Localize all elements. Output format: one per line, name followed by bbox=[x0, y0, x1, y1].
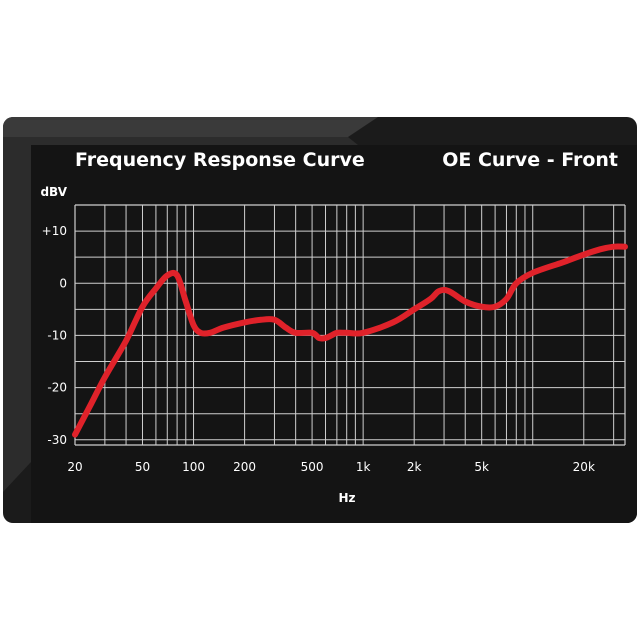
x-tick-label: 500 bbox=[301, 460, 324, 474]
chart-subtitle: OE Curve - Front bbox=[442, 149, 618, 171]
x-tick-label: 20k bbox=[573, 460, 595, 474]
x-tick-label: 1k bbox=[356, 460, 371, 474]
y-tick-label: -10 bbox=[47, 328, 67, 342]
chart-title: Frequency Response Curve bbox=[75, 149, 365, 171]
y-tick-label: -30 bbox=[47, 433, 67, 447]
x-tick-label: 20 bbox=[67, 460, 82, 474]
y-axis-label: dBV bbox=[40, 185, 67, 199]
x-tick-label: 2k bbox=[407, 460, 422, 474]
x-tick-label: 200 bbox=[233, 460, 256, 474]
y-tick-label: 0 bbox=[59, 276, 67, 290]
x-tick-label: 50 bbox=[135, 460, 150, 474]
y-tick-label: +10 bbox=[42, 224, 67, 238]
x-tick-label: 5k bbox=[474, 460, 489, 474]
x-axis-label: Hz bbox=[338, 491, 355, 505]
x-tick-label: 100 bbox=[182, 460, 205, 474]
series-line-oe-curve bbox=[72, 243, 628, 438]
y-tick-label: -20 bbox=[47, 381, 67, 395]
